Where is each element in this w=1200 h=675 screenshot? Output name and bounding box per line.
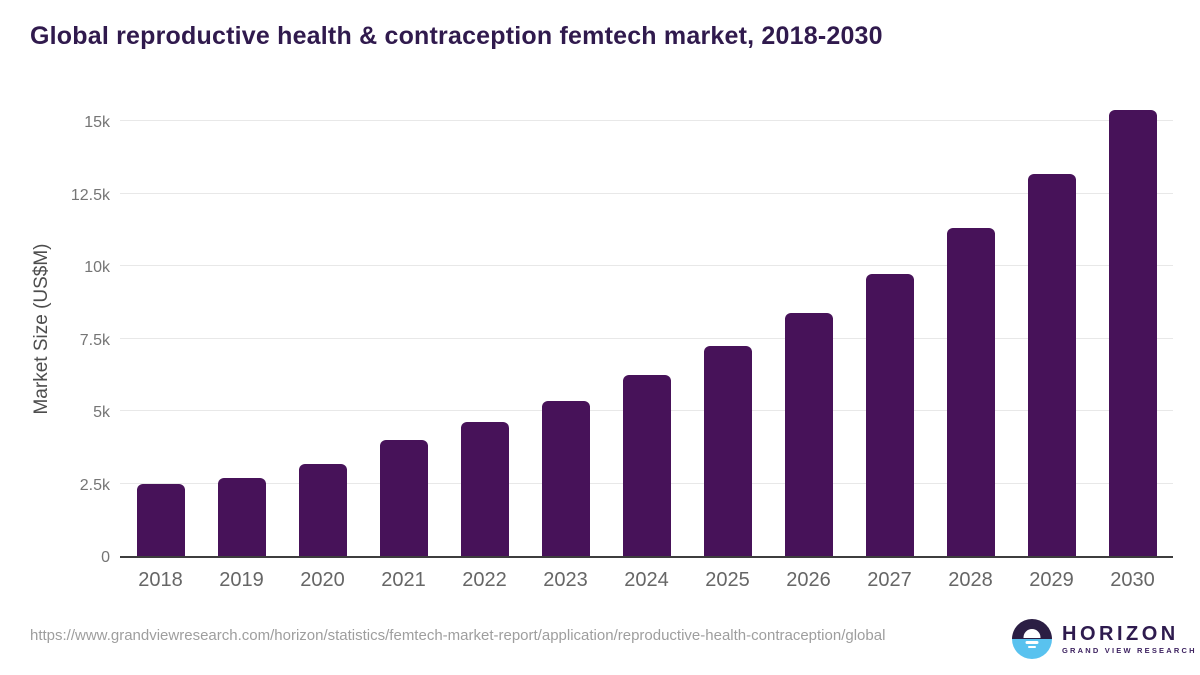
x-tick-label: 2030 bbox=[1110, 569, 1155, 591]
y-tick-label: 12.5k bbox=[70, 186, 110, 204]
page-title: Global reproductive health & contracepti… bbox=[30, 22, 883, 50]
y-tick-label: 15k bbox=[84, 114, 110, 132]
bar-slot bbox=[1092, 100, 1173, 556]
bar-slot bbox=[849, 100, 930, 556]
source-url: https://www.grandviewresearch.com/horizo… bbox=[30, 627, 886, 644]
bar-2022 bbox=[460, 422, 509, 556]
gridline bbox=[120, 337, 1173, 339]
plot-area bbox=[120, 100, 1173, 558]
x-tick-label: 2020 bbox=[300, 569, 345, 591]
y-tick-label: 7.5k bbox=[79, 331, 110, 349]
x-tick-label: 2026 bbox=[786, 569, 831, 591]
bar-slot bbox=[606, 100, 687, 556]
y-tick-label: 0 bbox=[101, 549, 110, 566]
bar-2028 bbox=[946, 227, 995, 556]
bar-slot bbox=[363, 100, 444, 556]
x-tick-label: 2029 bbox=[1029, 569, 1074, 591]
gridline bbox=[120, 120, 1173, 122]
logo-text: HORIZON GRAND VIEW RESEARCH bbox=[1062, 624, 1197, 655]
x-tick-label: 2027 bbox=[867, 569, 912, 591]
bar-2018 bbox=[136, 484, 185, 556]
bar-2029 bbox=[1027, 173, 1076, 556]
bar-2025 bbox=[703, 346, 752, 556]
x-tick-label: 2021 bbox=[381, 569, 426, 591]
x-tick-label: 2018 bbox=[138, 569, 183, 591]
bar-2020 bbox=[298, 464, 347, 556]
x-axis-tick-labels: 2018 2019 2020 2021 2022 2023 2024 2025 2026 2027… bbox=[120, 569, 1173, 592]
logo-subtitle: GRAND VIEW RESEARCH bbox=[1062, 645, 1197, 655]
bar-slot bbox=[525, 100, 606, 556]
bar-2026 bbox=[784, 313, 833, 556]
horizon-line-glyph bbox=[1025, 641, 1039, 644]
bar-series bbox=[120, 100, 1173, 556]
bar-2027 bbox=[865, 273, 914, 556]
bar-slot bbox=[930, 100, 1011, 556]
y-tick-label: 5k bbox=[93, 404, 110, 422]
y-tick-label: 2.5k bbox=[79, 476, 110, 494]
bar-slot bbox=[768, 100, 849, 556]
x-tick-label: 2023 bbox=[543, 569, 588, 591]
bar-slot bbox=[120, 100, 201, 556]
logo-name: HORIZON bbox=[1062, 622, 1179, 645]
bar-slot bbox=[201, 100, 282, 556]
horizon-sunrise-icon bbox=[1012, 619, 1052, 659]
y-axis-tick-labels: 0 2.5k 5k 7.5k 10k 12.5k 15k bbox=[0, 100, 110, 566]
sun-glyph bbox=[1023, 629, 1041, 638]
x-tick-label: 2019 bbox=[219, 569, 264, 591]
bar-2021 bbox=[379, 440, 428, 556]
bar-slot bbox=[687, 100, 768, 556]
bar-slot bbox=[282, 100, 363, 556]
horizon-logo: HORIZON GRAND VIEW RESEARCH bbox=[1012, 619, 1197, 659]
x-tick-label: 2025 bbox=[705, 569, 750, 591]
y-tick-label: 10k bbox=[84, 259, 110, 277]
gridline bbox=[120, 265, 1173, 267]
bar-2023 bbox=[541, 400, 590, 556]
bar-slot bbox=[444, 100, 525, 556]
bar-2024 bbox=[622, 375, 671, 556]
bar-slot bbox=[1011, 100, 1092, 556]
x-tick-label: 2022 bbox=[462, 569, 507, 591]
x-tick-label: 2024 bbox=[624, 569, 669, 591]
bar-2019 bbox=[217, 478, 266, 556]
bar-2030 bbox=[1108, 109, 1157, 556]
x-tick-label: 2028 bbox=[948, 569, 993, 591]
gridline bbox=[120, 192, 1173, 194]
horizon-line-glyph bbox=[1028, 645, 1036, 648]
